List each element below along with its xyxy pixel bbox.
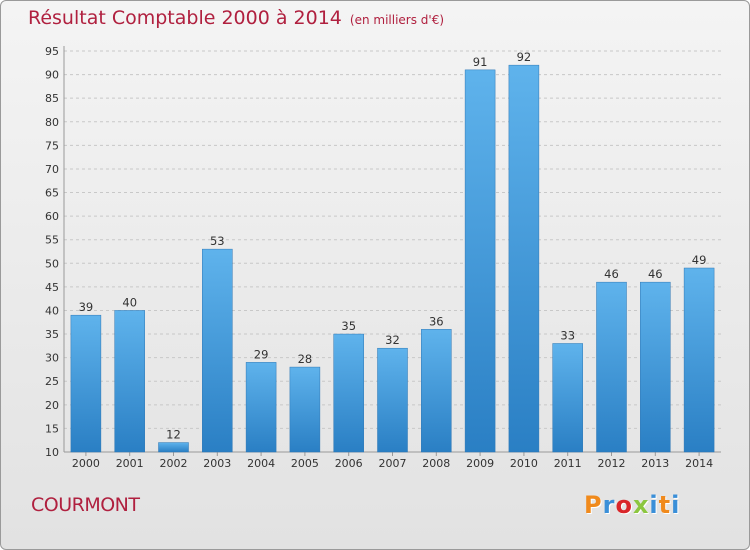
data-label: 35 <box>341 319 356 333</box>
x-tick-label: 2007 <box>379 457 407 470</box>
y-tick-label: 15 <box>45 422 59 435</box>
x-tick-label: 2010 <box>510 457 538 470</box>
x-tick-label: 2002 <box>160 457 188 470</box>
bar <box>683 267 715 453</box>
logo-letter: i <box>649 491 659 519</box>
data-label: 32 <box>385 333 400 347</box>
logo-letter: x <box>632 491 650 519</box>
data-label: 12 <box>166 428 181 442</box>
data-label: 36 <box>429 314 444 328</box>
bar <box>421 329 452 453</box>
data-label: 92 <box>517 50 532 64</box>
bar <box>333 333 364 453</box>
bar <box>377 347 408 453</box>
x-tick-label: 2000 <box>72 457 100 470</box>
bar <box>114 310 145 453</box>
bar <box>202 248 233 453</box>
x-tick-label: 2004 <box>247 457 275 470</box>
data-label: 29 <box>254 347 269 361</box>
bar <box>158 442 189 453</box>
data-label: 49 <box>692 253 707 267</box>
y-tick-label: 20 <box>45 399 59 412</box>
bar <box>596 281 627 453</box>
x-tick-label: 2005 <box>291 457 319 470</box>
data-label: 40 <box>122 295 137 309</box>
y-tick-label: 85 <box>45 92 59 105</box>
y-tick-label: 70 <box>45 163 59 176</box>
y-tick-label: 45 <box>45 281 59 294</box>
logo-letter: r <box>602 491 616 519</box>
y-tick-label: 30 <box>45 352 59 365</box>
x-tick-label: 2014 <box>685 457 713 470</box>
bar <box>640 281 671 453</box>
bar <box>289 366 321 453</box>
y-tick-label: 10 <box>45 446 59 459</box>
data-label: 46 <box>648 267 663 281</box>
y-tick-label: 65 <box>45 187 59 200</box>
x-tick-label: 2012 <box>598 457 626 470</box>
x-tick-label: 2013 <box>641 457 669 470</box>
data-label: 91 <box>473 55 488 69</box>
y-tick-label: 35 <box>45 328 59 341</box>
y-tick-label: 60 <box>45 210 59 223</box>
bar <box>508 64 540 453</box>
data-label: 53 <box>210 234 225 248</box>
y-tick-label: 95 <box>45 45 59 58</box>
y-tick-label: 50 <box>45 257 59 270</box>
commune-name: COURMONT <box>31 494 140 516</box>
logo-letter: i <box>671 491 681 519</box>
chart-title-text: Résultat Comptable 2000 à 2014 <box>28 7 342 29</box>
bar <box>70 314 102 453</box>
y-tick-label: 80 <box>45 116 59 129</box>
data-label: 39 <box>79 300 94 314</box>
x-tick-label: 2008 <box>422 457 450 470</box>
chart-subtitle: (en milliers d'€) <box>349 13 445 27</box>
chart-title: Résultat Comptable 2000 à 2014 (en millie… <box>28 7 444 29</box>
data-label: 33 <box>560 328 575 342</box>
x-tick-label: 2011 <box>554 457 582 470</box>
proxiti-logo: Proxiti <box>584 491 680 519</box>
bar <box>245 362 277 453</box>
data-label: 46 <box>604 267 619 281</box>
y-tick-label: 55 <box>45 234 59 247</box>
y-tick-label: 25 <box>45 375 59 388</box>
logo-letter: o <box>615 491 633 519</box>
x-tick-label: 2003 <box>203 457 231 470</box>
y-tick-label: 75 <box>45 139 59 152</box>
bar <box>552 343 583 453</box>
bar <box>464 69 496 453</box>
y-tick-label: 40 <box>45 304 59 317</box>
x-tick-label: 2001 <box>116 457 144 470</box>
x-tick-label: 2009 <box>466 457 494 470</box>
x-tick-label: 2006 <box>335 457 363 470</box>
data-label: 28 <box>298 352 313 366</box>
logo-letter: P <box>584 491 603 519</box>
y-tick-label: 90 <box>45 69 59 82</box>
logo-letter: t <box>658 491 672 519</box>
